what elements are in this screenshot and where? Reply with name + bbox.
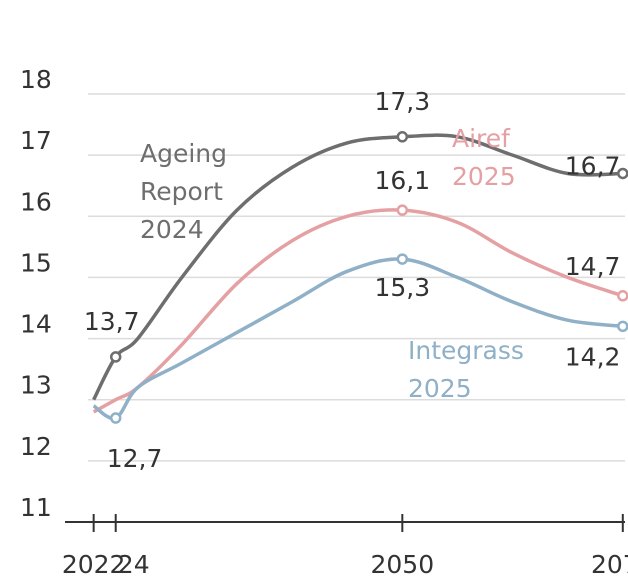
y-tick-label: 18 xyxy=(20,65,52,94)
series-line xyxy=(92,257,623,421)
y-tick-label: 14 xyxy=(20,310,52,339)
y-tick-label: 11 xyxy=(20,493,52,522)
value-label: 17,3 xyxy=(374,87,430,116)
y-tick-label: 12 xyxy=(20,432,52,461)
point-marker xyxy=(396,204,409,216)
x-tick-label: 2070 xyxy=(591,550,628,576)
point-marker xyxy=(617,167,628,180)
value-label: 16,1 xyxy=(374,166,430,195)
series-name-line: Airef xyxy=(452,124,511,153)
series-name-line: Ageing xyxy=(140,139,227,168)
series-name: Airef 2025 xyxy=(452,124,516,191)
value-label: 13,7 xyxy=(84,307,140,336)
series-name-line: 2025 xyxy=(408,374,472,403)
series-name-line: 2025 xyxy=(452,162,516,191)
x-tick-label: 2050 xyxy=(371,550,435,576)
point-marker xyxy=(396,253,409,265)
point-marker xyxy=(109,351,122,363)
point-marker xyxy=(396,131,409,143)
series-line xyxy=(92,133,623,401)
point-marker xyxy=(109,412,122,424)
y-tick-label: 15 xyxy=(20,248,52,277)
series-name-line: Report xyxy=(140,177,223,206)
point-marker xyxy=(617,320,628,333)
value-label: 15,3 xyxy=(374,273,430,302)
value-label: 16,7 xyxy=(565,151,621,180)
series-name: Integrass 2025 xyxy=(408,336,524,403)
x-tick-label: 24 xyxy=(118,550,150,576)
point-marker xyxy=(617,290,628,302)
y-tick-label: 13 xyxy=(20,371,52,400)
y-tick-label: 16 xyxy=(20,187,52,216)
series-name-line: 2024 xyxy=(140,215,204,244)
x-tick-label: 2022 xyxy=(62,550,126,576)
y-tick-label: 17 xyxy=(20,126,52,155)
value-label: 12,7 xyxy=(107,444,163,473)
series-name: Ageing Report 2024 xyxy=(140,139,227,244)
value-label: 14,7 xyxy=(565,252,621,281)
series-name-line: Integrass xyxy=(408,336,524,365)
value-label: 14,2 xyxy=(565,342,621,371)
